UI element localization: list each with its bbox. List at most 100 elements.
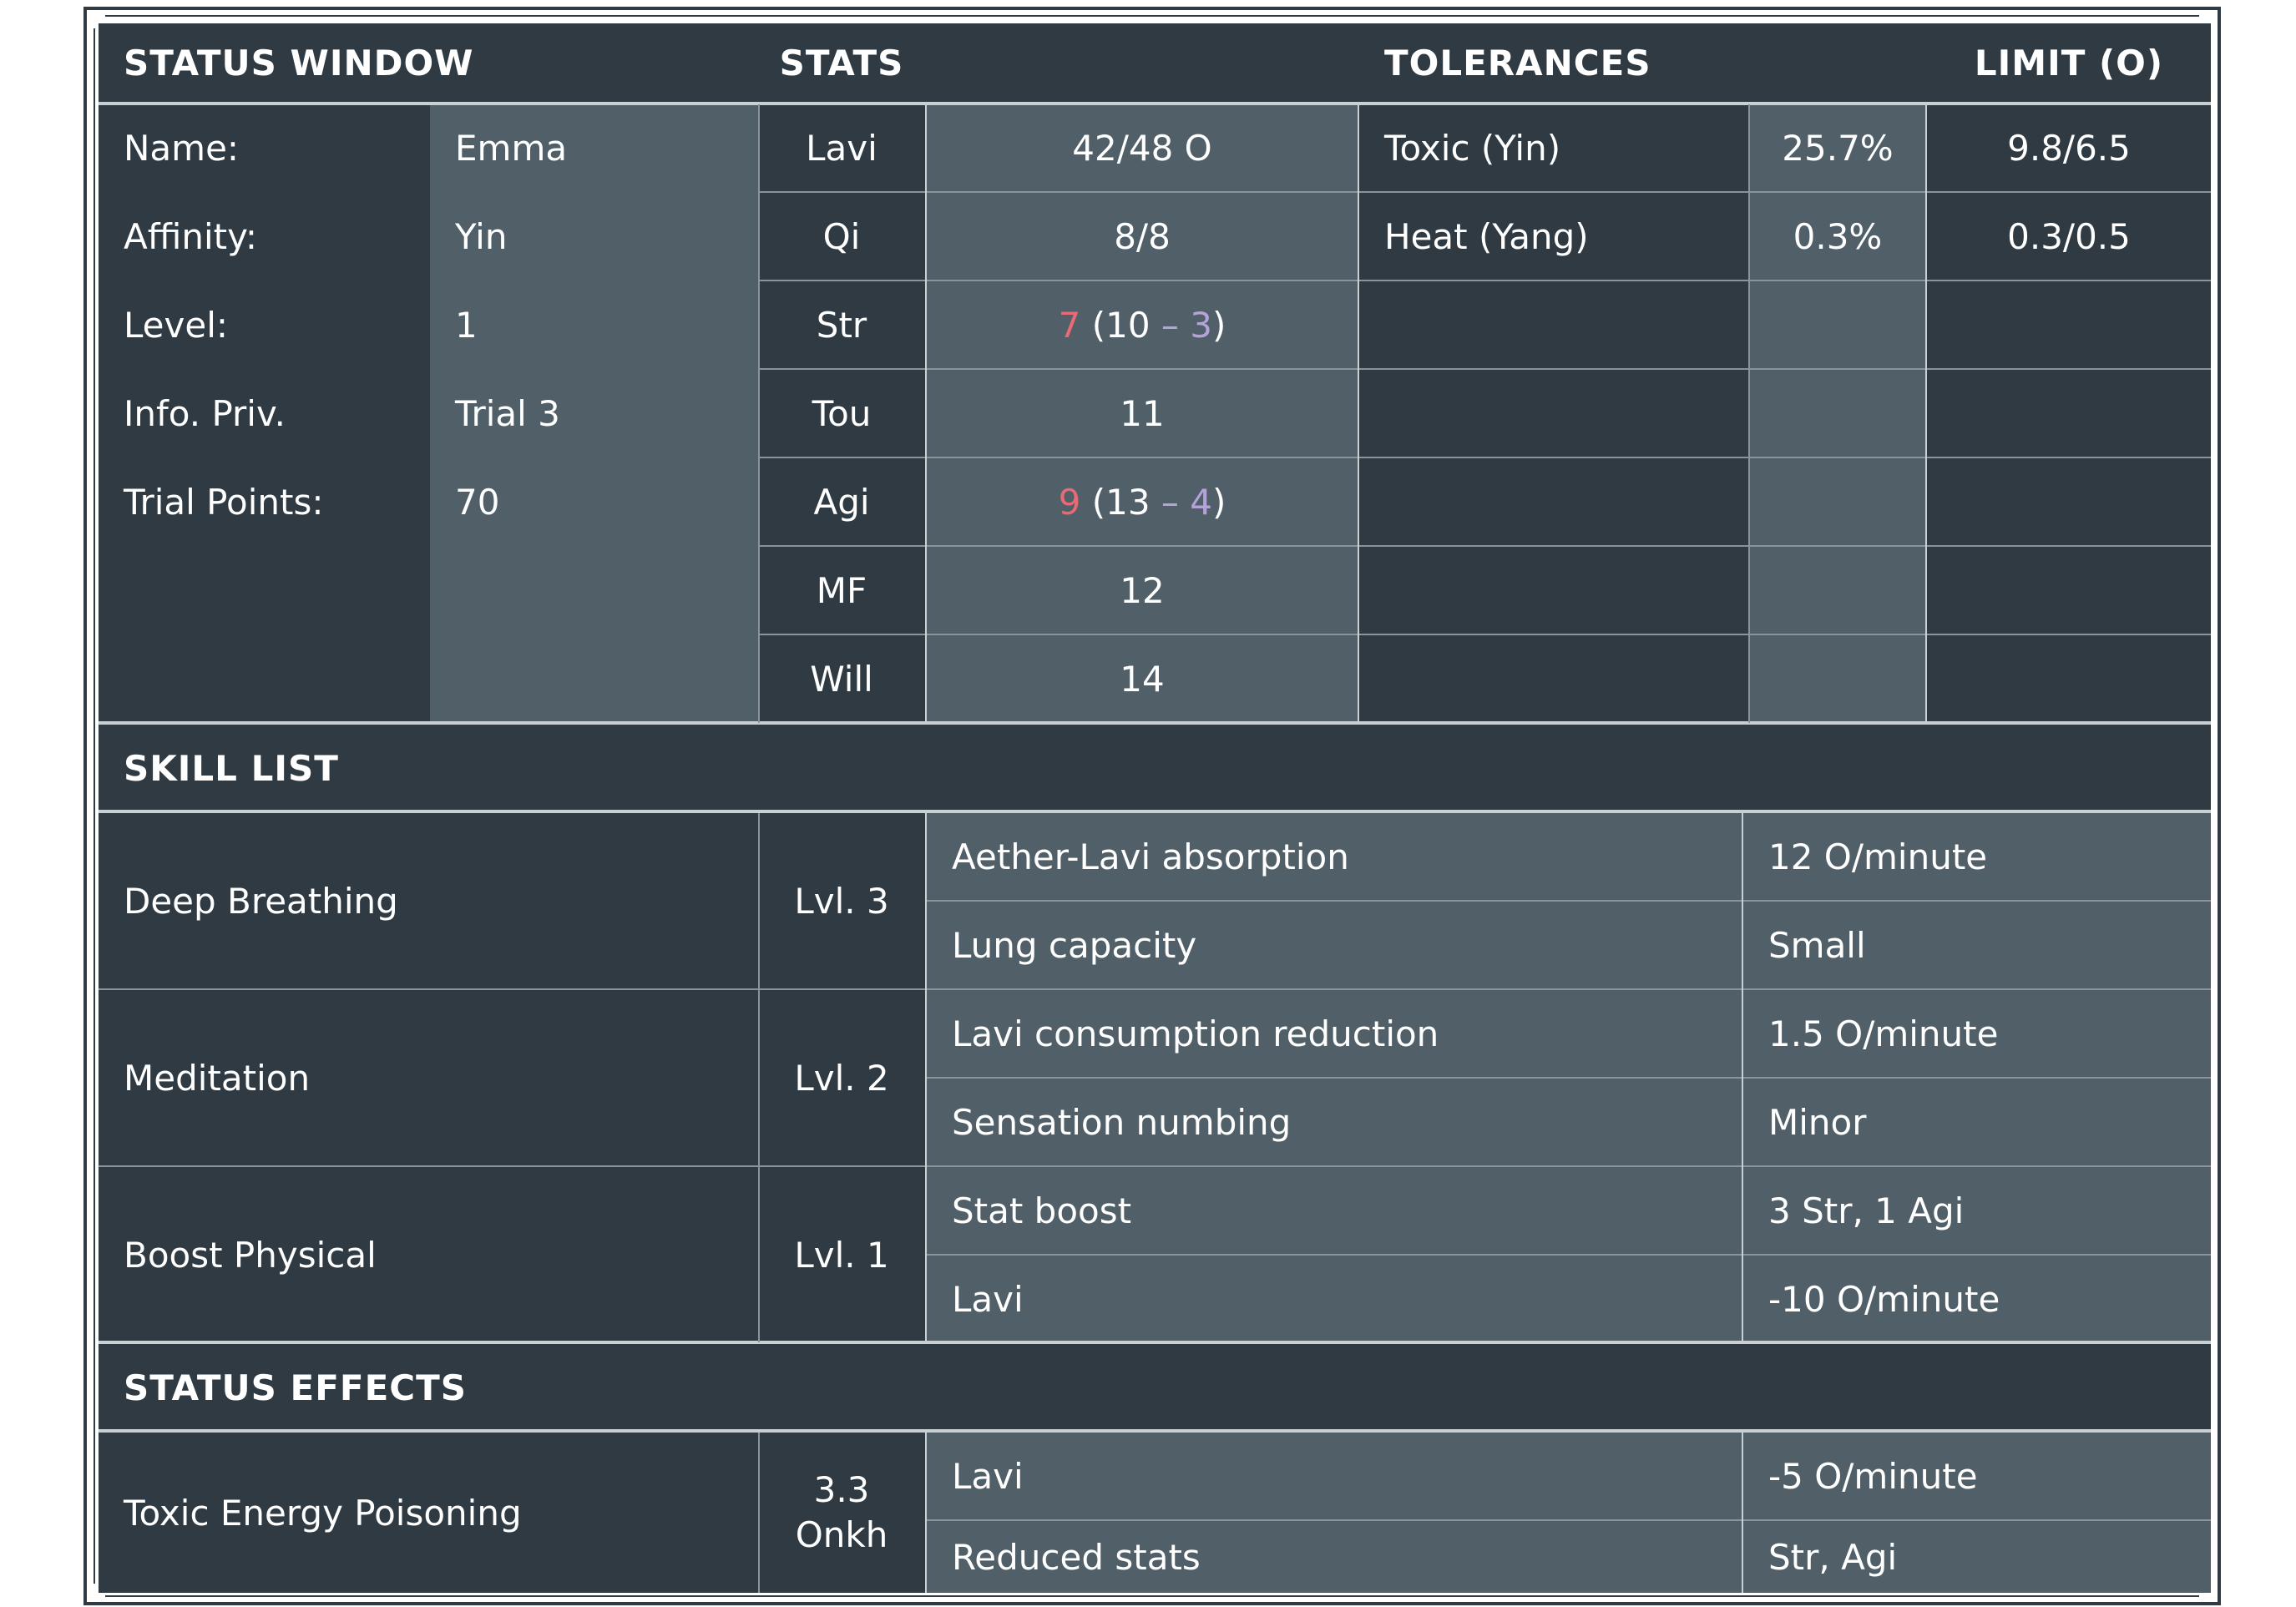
- skill-effect-name: Lavi consumption reduction: [927, 990, 1742, 1077]
- stat-name-lavi: Lavi: [758, 104, 925, 191]
- profile-value-name: Emma: [455, 127, 568, 169]
- tolerance-percent-heat: 0.3%: [1793, 215, 1883, 257]
- rule-col: [1742, 1433, 1743, 1593]
- stat-name-will: Will: [758, 635, 925, 723]
- skill-effect-name: Lung capacity: [927, 902, 1742, 988]
- skill-effect-value: 12 O/minute: [1743, 813, 2211, 900]
- profile-label-name: Name:: [124, 127, 240, 169]
- rule-col: [758, 104, 760, 723]
- stat-value-tou: 11: [927, 370, 1358, 457]
- skill-effect-name: Stat boost: [927, 1167, 1742, 1254]
- skill-level-meditation: Lvl. 2: [758, 990, 925, 1165]
- rule-row: [927, 1519, 2211, 1521]
- profile-value-column: [430, 104, 758, 723]
- rule-col: [1925, 104, 1927, 723]
- rule-row: [927, 1254, 2211, 1256]
- stat-value-mf: 12: [927, 547, 1358, 634]
- skill-effect-name: Lavi: [927, 1256, 1742, 1342]
- rule-row: [927, 1077, 2211, 1079]
- rule-status-effects-top: [99, 1341, 2211, 1344]
- skill-level-boost-physical: Lvl. 1: [758, 1167, 925, 1342]
- tolerance-name-column: [1359, 104, 1748, 723]
- stat-agi-minus: 4: [1190, 481, 1212, 523]
- rule-row: [758, 545, 2211, 547]
- stat-name-str: Str: [758, 281, 925, 368]
- tolerance-limit-heat: 0.3/0.5: [2007, 215, 2131, 257]
- rule-skill-list-bottom: [99, 810, 2211, 813]
- skill-effect-value: 1.5 O/minute: [1743, 990, 2211, 1077]
- profile-label-column: [99, 104, 430, 723]
- skill-effect-value: 3 Str, 1 Agi: [1743, 1167, 2211, 1254]
- stat-name-mf: MF: [758, 547, 925, 634]
- rule-col: [758, 813, 760, 1342]
- rule-row: [758, 191, 2211, 193]
- stat-agi-current: 9: [1058, 481, 1081, 523]
- stat-name-tou: Tou: [758, 370, 925, 457]
- tolerance-name-heat: Heat (Yang): [1384, 215, 1589, 257]
- rule-col: [925, 1433, 927, 1593]
- status-effect-duration: 3.3 Onkh: [758, 1433, 925, 1593]
- status-effect-detail-name: Reduced stats: [927, 1521, 1742, 1593]
- skill-level-deep-breathing: Lvl. 3: [758, 813, 925, 988]
- tolerance-limit-column: [1927, 104, 2211, 723]
- stat-str-base: 10: [1105, 304, 1151, 346]
- rule-row: [758, 280, 2211, 281]
- rule-col: [925, 813, 927, 1342]
- rule-col: [1358, 104, 1359, 723]
- stat-value-will: 14: [927, 635, 1358, 723]
- skill-effect-value: -10 O/minute: [1743, 1256, 2211, 1342]
- skill-name-deep-breathing: Deep Breathing: [99, 813, 758, 988]
- status-effect-detail-value: -5 O/minute: [1743, 1433, 2211, 1519]
- status-effect-duration-value: 3.3: [813, 1469, 870, 1510]
- rule-row: [927, 900, 2211, 902]
- stat-value-lavi: 42/48 O: [927, 104, 1358, 191]
- stat-value-str: 7 (10 – 3): [927, 281, 1358, 368]
- header-status-window: STATUS WINDOW: [99, 23, 758, 103]
- status-effects-title: STATUS EFFECTS: [99, 1344, 2211, 1431]
- profile-value-info-priv: Trial 3: [455, 392, 560, 434]
- skill-effect-name: Aether-Lavi absorption: [927, 813, 1742, 900]
- profile-label-trial-points: Trial Points:: [124, 481, 324, 523]
- stat-value-agi: 9 (13 – 4): [927, 458, 1358, 545]
- rule-row: [758, 634, 2211, 635]
- profile-label-info-priv: Info. Priv.: [124, 392, 286, 434]
- stat-value-qi: 8/8: [927, 193, 1358, 280]
- stat-name-qi: Qi: [758, 193, 925, 280]
- header-tolerances: TOLERANCES: [1359, 23, 1752, 103]
- status-effect-duration-unit: Onkh: [795, 1514, 888, 1555]
- profile-value-trial-points: 70: [455, 481, 500, 523]
- status-window-panel: STATUS WINDOW STATS TOLERANCES LIMIT (O)…: [99, 23, 2211, 1593]
- tolerance-percent-column: [1750, 104, 1925, 723]
- tolerance-percent-toxic: 25.7%: [1782, 127, 1894, 169]
- profile-label-affinity: Affinity:: [124, 215, 258, 257]
- skill-name-meditation: Meditation: [99, 990, 758, 1165]
- header-stats: STATS: [758, 23, 925, 103]
- rule-row: [99, 988, 2211, 990]
- stat-name-agi: Agi: [758, 458, 925, 545]
- rule-row: [758, 368, 2211, 370]
- window-frame-outer: [83, 7, 2221, 1605]
- stat-agi-base: 13: [1105, 481, 1151, 523]
- tolerance-limit-toxic: 9.8/6.5: [2007, 127, 2131, 169]
- skill-name-boost-physical: Boost Physical: [99, 1167, 758, 1342]
- rule-row: [99, 1165, 2211, 1167]
- rule-col: [925, 104, 927, 723]
- rule-col: [1742, 813, 1743, 1342]
- stat-str-current: 7: [1058, 304, 1081, 346]
- header-limit: LIMIT (O): [1927, 23, 2211, 103]
- profile-value-level: 1: [455, 304, 478, 346]
- stat-str-minus: 3: [1190, 304, 1212, 346]
- rule-status-effects-bottom: [99, 1429, 2211, 1433]
- rule-row: [758, 457, 2211, 458]
- profile-value-affinity: Yin: [455, 215, 508, 257]
- rule-col: [1748, 104, 1750, 723]
- skill-effect-name: Sensation numbing: [927, 1079, 1742, 1165]
- rule-skill-list-top: [99, 721, 2211, 725]
- status-effect-detail-value: Str, Agi: [1743, 1521, 2211, 1593]
- skill-effect-value: Minor: [1743, 1079, 2211, 1165]
- status-effect-name: Toxic Energy Poisoning: [99, 1433, 758, 1593]
- tolerance-name-toxic: Toxic (Yin): [1384, 127, 1561, 169]
- rule-header: [99, 102, 2211, 105]
- skill-effect-value: Small: [1743, 902, 2211, 988]
- skill-list-title: SKILL LIST: [99, 725, 2211, 811]
